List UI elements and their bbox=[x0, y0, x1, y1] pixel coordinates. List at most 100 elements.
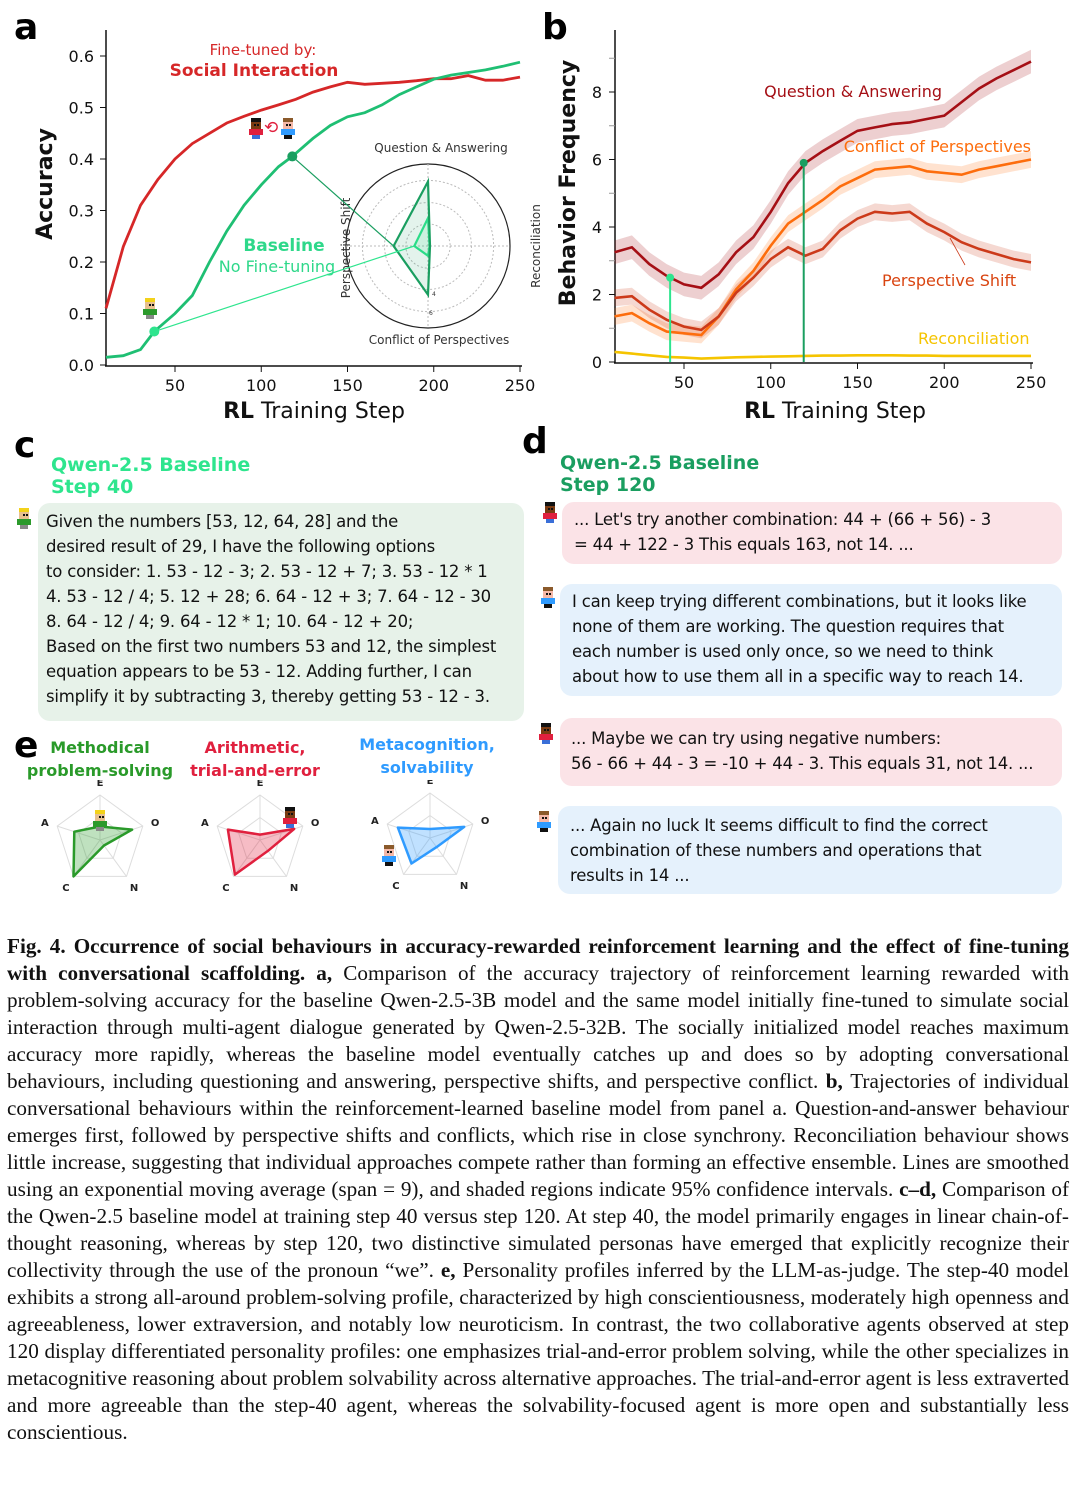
x-axis-label: RL Training Step bbox=[744, 399, 926, 424]
y-tick-label: 8 bbox=[592, 83, 602, 102]
message-line: none of them are working. The question r… bbox=[572, 617, 1004, 636]
confidence-band-0 bbox=[614, 49, 1031, 300]
radar-grid-spoke bbox=[259, 839, 287, 877]
exchange-arrows-icon: ⟲ bbox=[264, 118, 279, 138]
radar-axis-label: E bbox=[97, 780, 104, 789]
y-tick-label: 0.0 bbox=[69, 356, 94, 375]
y-tick-label: 0.6 bbox=[69, 47, 94, 66]
radar-grid-pentagon bbox=[56, 794, 144, 877]
radar-grid-spoke bbox=[403, 837, 431, 875]
message-line: 56 - 66 + 44 - 3 = -10 + 44 - 3. This eq… bbox=[571, 754, 1034, 773]
radar-grid-spoke bbox=[57, 825, 101, 841]
panel-d-step: Step 120 bbox=[560, 474, 656, 496]
reasoning-line: 8. 64 - 12 / 4; 9. 64 - 12 * 1; 10. 64 -… bbox=[46, 612, 414, 631]
connector-line-step120 bbox=[291, 155, 394, 247]
persona-title-line: Arithmetic, bbox=[204, 738, 306, 757]
y-tick-label: 2 bbox=[592, 286, 602, 305]
radar-axis-label: O bbox=[481, 816, 490, 827]
highlight-point bbox=[799, 158, 808, 167]
radar-ring-label: 4 bbox=[432, 291, 436, 298]
y-tick-label: 0.4 bbox=[69, 150, 94, 169]
avatar-trial-error-agent bbox=[283, 807, 297, 829]
x-tick-label: 200 bbox=[929, 373, 960, 392]
y-axis-label: Behavior Frequency bbox=[556, 60, 581, 306]
panel-letter-c: c bbox=[14, 425, 36, 466]
avatar-trial-error-agent bbox=[249, 118, 263, 140]
y-tick-label: 0.5 bbox=[69, 99, 94, 118]
series-line-0 bbox=[614, 60, 1032, 290]
confidence-band-1 bbox=[614, 151, 1031, 344]
x-axis-label: RL Training Step bbox=[223, 399, 405, 424]
avatar-solvability-agent bbox=[537, 811, 551, 833]
caption-text-run: Comparison of the accuracy trajectory of… bbox=[7, 961, 1069, 1093]
series-line-1 bbox=[105, 60, 521, 359]
x-tick-label: 100 bbox=[246, 376, 277, 395]
radar-grid-spoke bbox=[217, 825, 261, 841]
radar-axis-label: N bbox=[460, 881, 468, 892]
radar-grid-spoke bbox=[99, 825, 143, 841]
message-line: results in 14 ... bbox=[570, 866, 690, 885]
series-line-3 bbox=[614, 350, 1031, 360]
radar-axis-label: E bbox=[257, 780, 264, 789]
avatar-step40-agent bbox=[17, 508, 31, 530]
radar-axis-label: C bbox=[62, 883, 69, 894]
connector-line-step40 bbox=[154, 245, 415, 333]
avatar-step40-agent bbox=[143, 298, 157, 320]
persona-title-line: Methodical bbox=[50, 738, 150, 757]
x-axis-label-bold: RL bbox=[223, 399, 254, 424]
panel-c-model: Qwen-2.5 Baseline bbox=[51, 454, 251, 476]
caption-bold-run: b, bbox=[825, 1069, 851, 1093]
dialogue-message: I can keep trying different combinations… bbox=[560, 584, 1062, 696]
radar-axis-label: Perspective Shift bbox=[339, 197, 353, 298]
reasoning-line: equation appears to be 53 - 12. Adding f… bbox=[46, 662, 472, 681]
avatar-solvability-agent bbox=[541, 587, 555, 609]
radar-polygon-1 bbox=[226, 827, 296, 876]
radar-ring-label: 6 bbox=[429, 310, 433, 317]
series-label: Reconciliation bbox=[918, 329, 1030, 348]
figure-caption: Fig. 4. Occurrence of social behaviours … bbox=[7, 933, 1069, 1446]
avatar-solvability-agent bbox=[382, 845, 396, 867]
message-line: ... Again no luck It seems difficult to … bbox=[570, 816, 988, 835]
personality-radar-charts: E O N C A E O N C A E O N C A bbox=[41, 780, 490, 894]
persona-title-line: solvability bbox=[380, 758, 474, 777]
y-tick-label: 0.1 bbox=[69, 305, 94, 324]
y-axis-label: Accuracy bbox=[33, 128, 58, 240]
y-tick-label: 4 bbox=[592, 218, 602, 237]
series-line-1 bbox=[614, 158, 1032, 337]
persona-title-metacognition: Metacognition, solvability bbox=[352, 733, 502, 779]
persona-title-methodical: Methodical problem-solving bbox=[20, 736, 180, 782]
x-axis-label-bold: RL bbox=[744, 399, 775, 424]
radar-axis-label: Question & Answering bbox=[374, 141, 507, 155]
radar-grid-spoke bbox=[429, 837, 457, 875]
panel-d-title: Qwen-2.5 Baseline Step 120 bbox=[560, 452, 759, 496]
panel-letter-e: e bbox=[14, 725, 39, 766]
message-line: = 44 + 122 - 3 This equals 163, not 14. … bbox=[574, 535, 914, 554]
x-axis-label-text: Training Step bbox=[775, 399, 926, 424]
x-tick-label: 50 bbox=[165, 376, 185, 395]
accuracy-chart: 0.0 0.1 0.2 0.3 0.4 0.5 0.6 50 100 150 200 250 RL Tr… bbox=[33, 30, 540, 424]
radar-axis-label: E bbox=[427, 780, 434, 787]
panel-letter-b: b bbox=[542, 7, 568, 48]
y-tick-label: 0 bbox=[592, 353, 602, 372]
radar-axis-label: C bbox=[222, 883, 229, 894]
x-tick-label: 150 bbox=[332, 376, 363, 395]
reasoning-line: simplify it by subtracting 3, thereby ge… bbox=[46, 687, 490, 706]
x-tick-label: 250 bbox=[505, 376, 536, 395]
label-pointer bbox=[949, 237, 966, 266]
dialogue-message: ... Again no luck It seems difficult to … bbox=[558, 806, 1062, 894]
radar-grid-spoke bbox=[429, 823, 473, 839]
radar-axis-label: A bbox=[371, 816, 379, 827]
caption-text-run: Comparison of the Qwen-2.5 baseline mode… bbox=[7, 1177, 1070, 1282]
caption-bold-run: c–d, bbox=[899, 1177, 942, 1201]
radar-axis-label: C bbox=[392, 881, 399, 892]
message-line: ... Let's try another combination: 44 + … bbox=[574, 510, 992, 529]
panel-c-title: Qwen-2.5 Baseline Step 40 bbox=[51, 454, 250, 498]
series-label: Conflict of Perspectives bbox=[844, 137, 1031, 156]
x-axis-label-text: Training Step bbox=[254, 399, 405, 424]
x-tick-label: 150 bbox=[842, 373, 873, 392]
panel-d-model: Qwen-2.5 Baseline bbox=[560, 452, 760, 474]
dialogue-message: ... Let's try another combination: 44 + … bbox=[562, 502, 1062, 564]
series-label-line1: Baseline bbox=[243, 236, 324, 256]
y-tick-label: 0.3 bbox=[69, 202, 94, 221]
